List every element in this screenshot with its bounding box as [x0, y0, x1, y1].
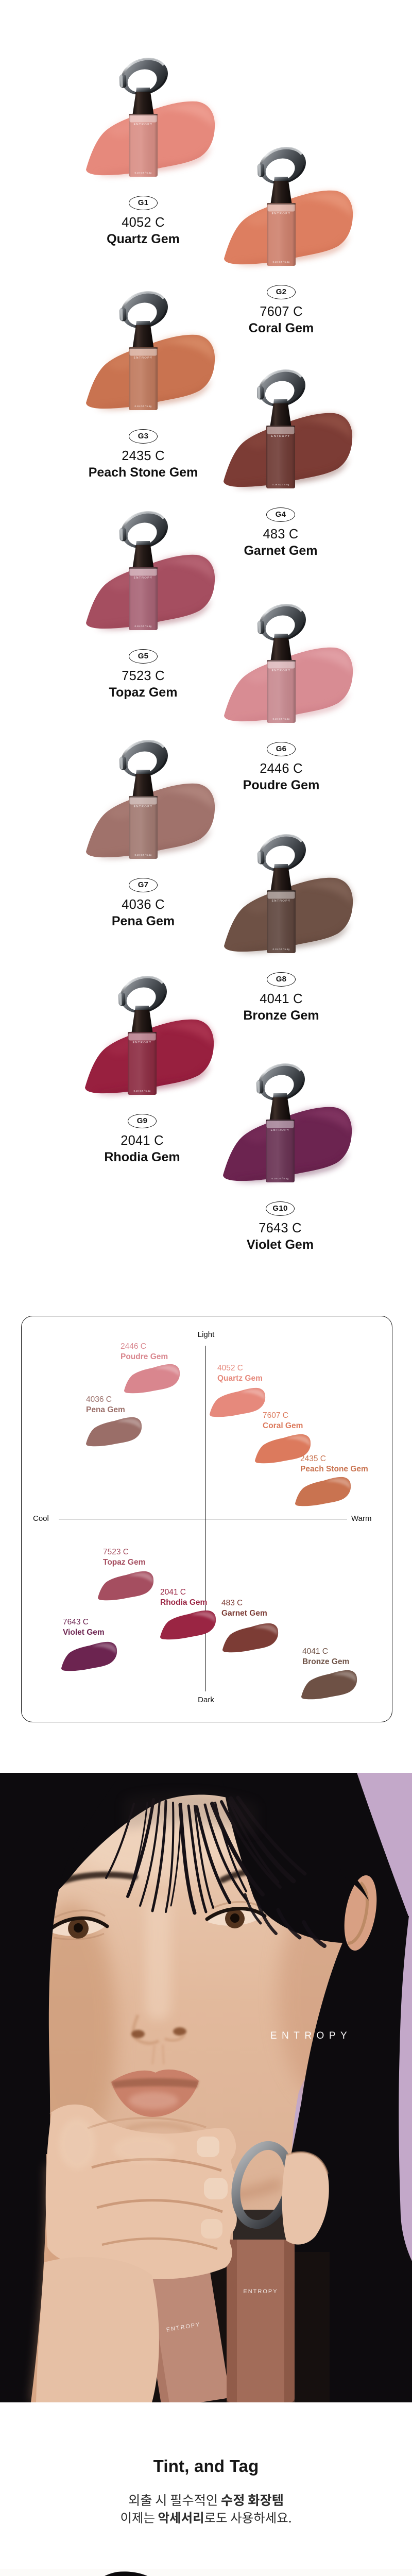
svg-text:0.19 OZ / 5.5g: 0.19 OZ / 5.5g: [135, 625, 152, 628]
svg-text:0.19 OZ / 5.5g: 0.19 OZ / 5.5g: [273, 261, 290, 263]
svg-text:ENTROPY: ENTROPY: [271, 212, 290, 215]
svg-text:0.19 OZ / 5.5g: 0.19 OZ / 5.5g: [272, 1177, 289, 1180]
svg-text:ENTROPY: ENTROPY: [133, 123, 152, 126]
svg-text:0.19 OZ / 5.5g: 0.19 OZ / 5.5g: [134, 1090, 151, 1092]
svg-text:0.19 OZ / 5.5g: 0.19 OZ / 5.5g: [272, 483, 289, 486]
svg-text:0.19 OZ / 5.5g: 0.19 OZ / 5.5g: [273, 948, 290, 951]
svg-text:0.19 OZ / 5.5g: 0.19 OZ / 5.5g: [273, 718, 290, 720]
svg-text:ENTROPY: ENTROPY: [270, 2030, 352, 2041]
svg-text:0.19 OZ / 5.5g: 0.19 OZ / 5.5g: [135, 854, 152, 856]
svg-text:ENTROPY: ENTROPY: [133, 805, 152, 808]
svg-text:ENTROPY: ENTROPY: [271, 669, 290, 672]
svg-text:0.19 OZ / 5.5g: 0.19 OZ / 5.5g: [135, 405, 152, 408]
svg-text:ENTROPY: ENTROPY: [270, 1129, 289, 1132]
svg-text:ENTROPY: ENTROPY: [271, 435, 290, 438]
svg-text:ENTROPY: ENTROPY: [243, 2289, 278, 2295]
svg-text:ENTROPY: ENTROPY: [132, 1041, 151, 1044]
svg-text:ENTROPY: ENTROPY: [133, 577, 152, 580]
svg-text:ENTROPY: ENTROPY: [271, 900, 290, 903]
svg-text:0.19 OZ / 5.5g: 0.19 OZ / 5.5g: [135, 172, 152, 174]
svg-text:ENTROPY: ENTROPY: [133, 357, 152, 360]
